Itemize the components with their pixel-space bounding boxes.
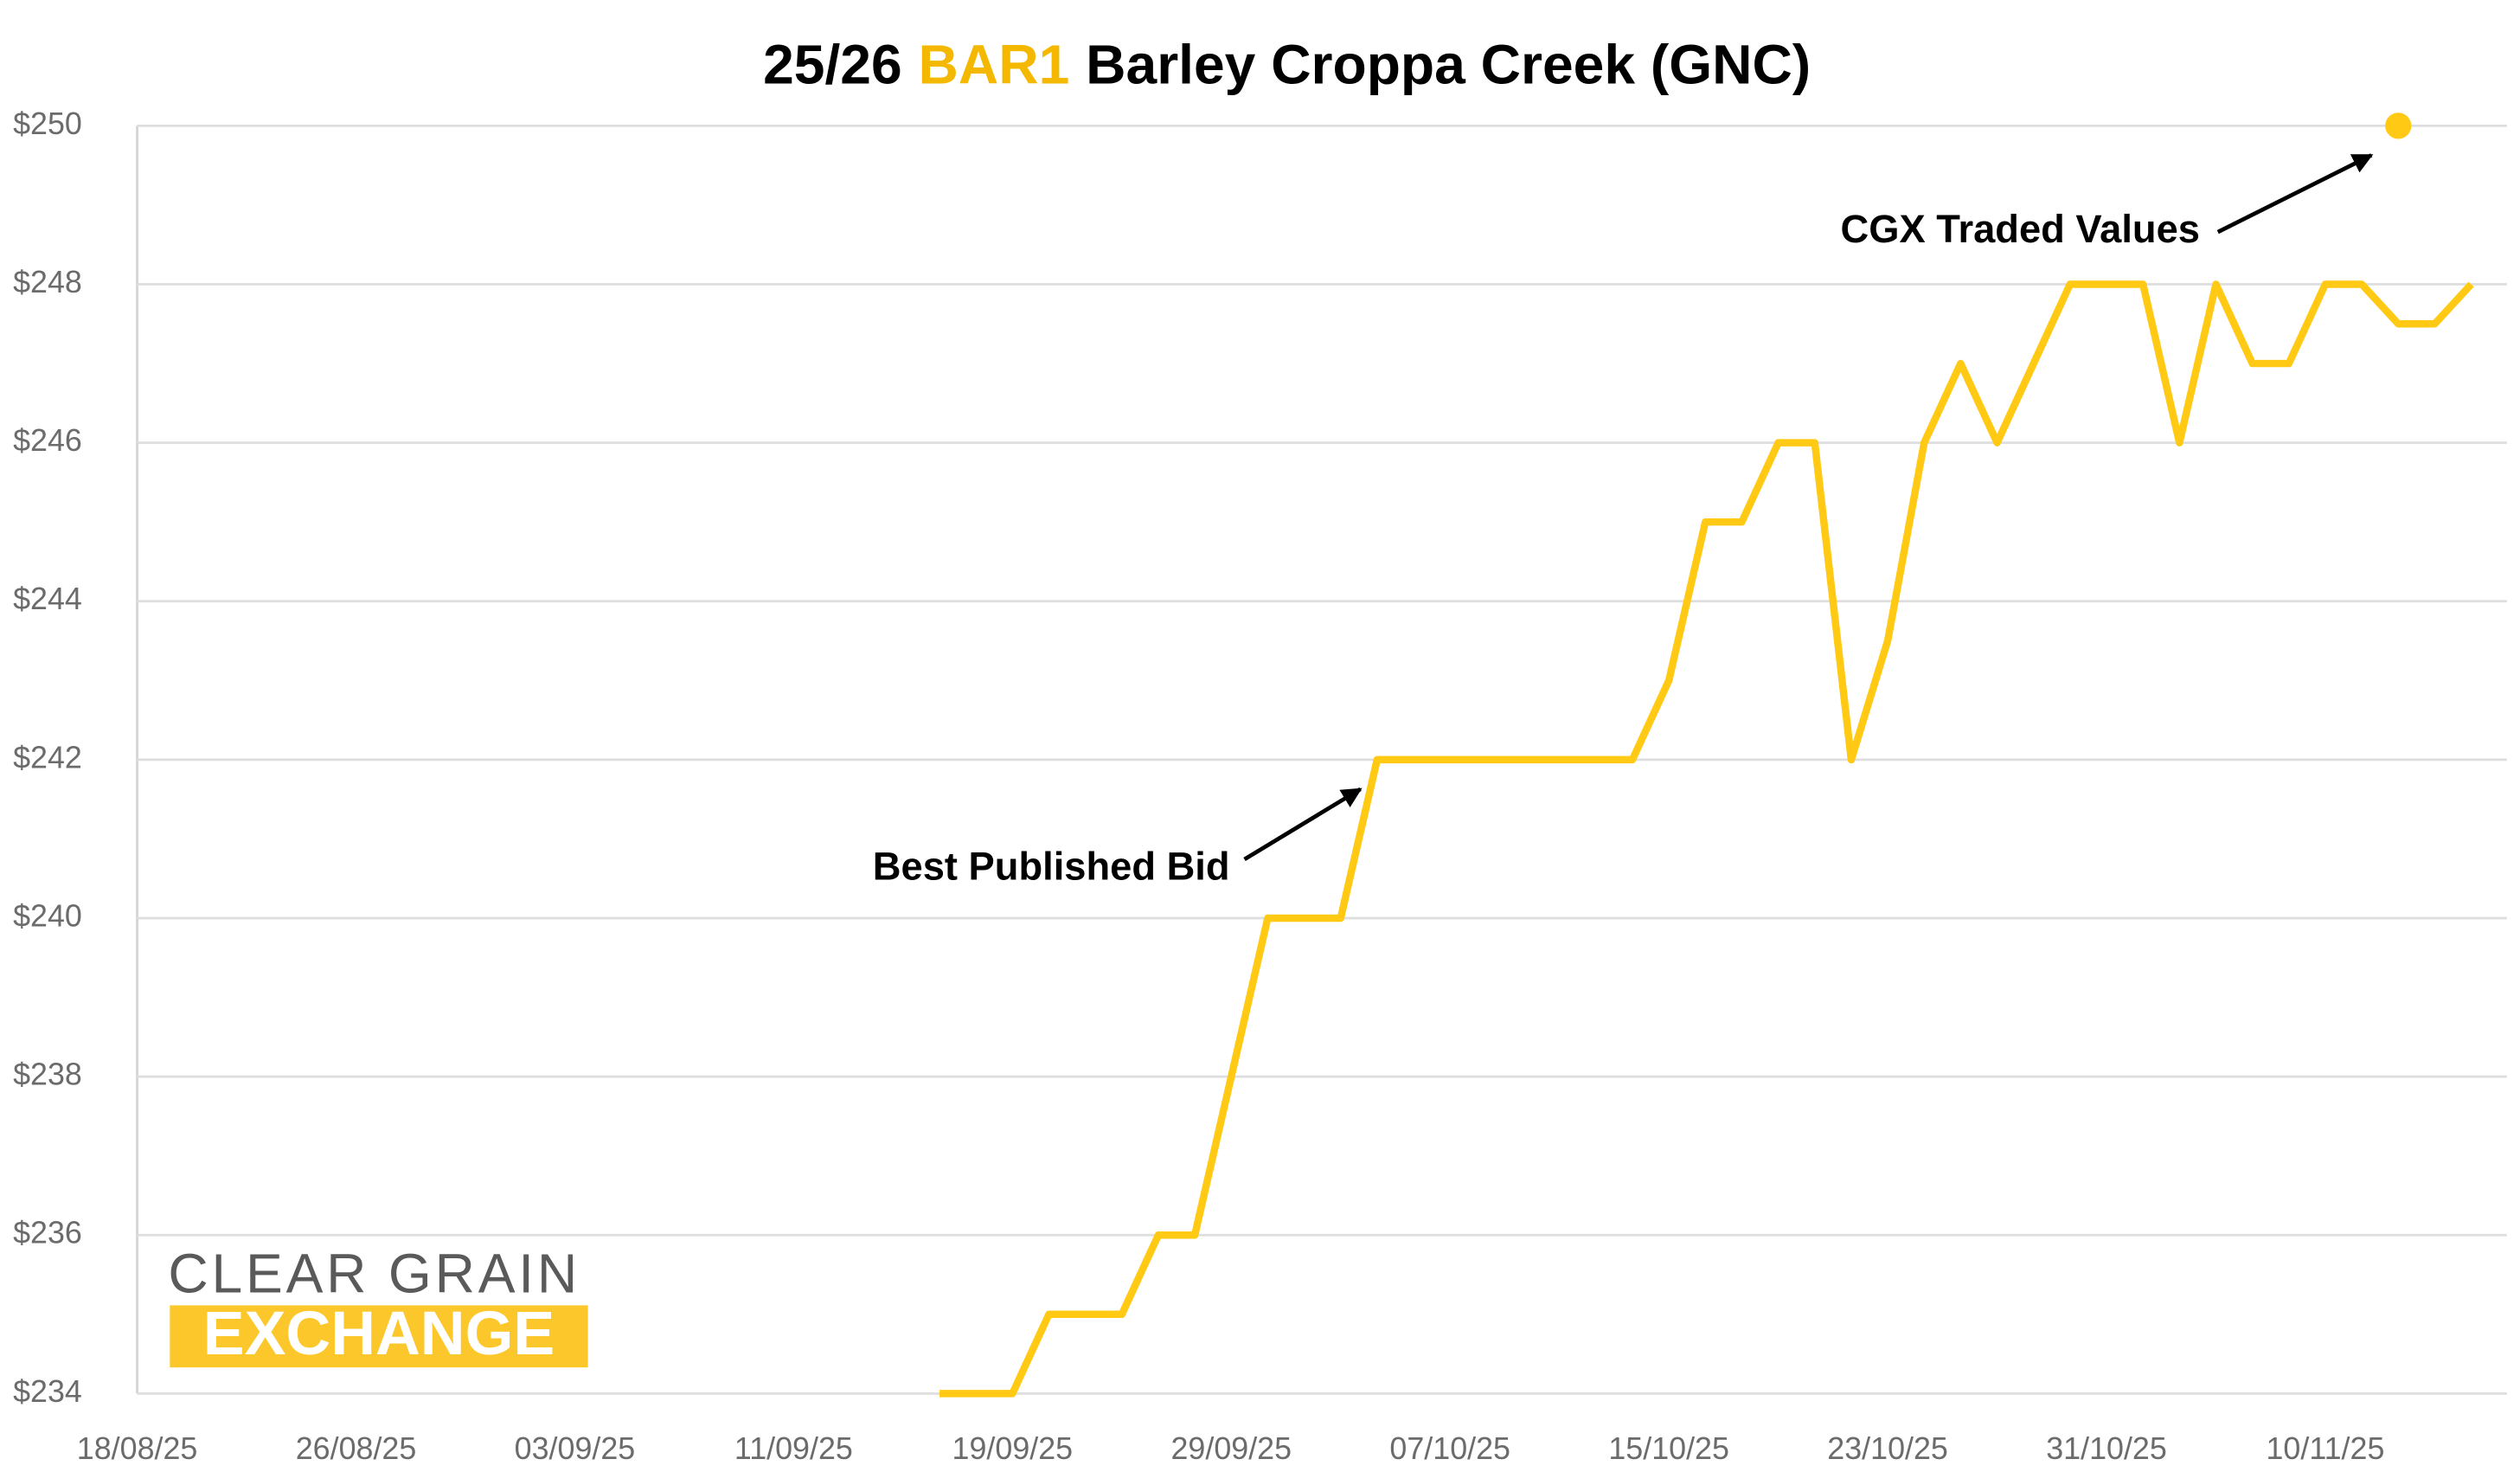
- y-tick-label: $246: [13, 423, 82, 458]
- data-point: [2385, 112, 2412, 139]
- title-highlight: BAR1: [919, 33, 1070, 95]
- x-tick-label: 07/10/25: [1389, 1431, 1510, 1466]
- annotation-arrow: [2216, 153, 2374, 235]
- annotation-arrow: [1243, 787, 1363, 862]
- y-tick-label: $248: [13, 265, 82, 299]
- x-tick-label: 15/10/25: [1608, 1431, 1729, 1466]
- chart-title: 25/26 BAR1 Barley Croppa Creek (GNC): [763, 33, 1811, 95]
- x-tick-label: 11/09/25: [734, 1431, 853, 1466]
- annotation: CGX Traded Values: [1841, 207, 2200, 251]
- annotation: Best Published Bid: [873, 844, 1230, 888]
- x-tick-label: 23/10/25: [1827, 1431, 1948, 1466]
- x-tick-label: 31/10/25: [2046, 1431, 2167, 1466]
- y-tick-label: $250: [13, 106, 82, 141]
- logo-bar: [170, 1305, 588, 1368]
- line-series: [939, 280, 2474, 1398]
- y-tick-label: $234: [13, 1374, 82, 1409]
- x-tick-label: 18/08/25: [77, 1431, 198, 1466]
- x-tick-label: 10/11/25: [2266, 1431, 2384, 1466]
- x-tick-label: 19/09/25: [952, 1431, 1074, 1466]
- title-lead: 25/26: [763, 33, 902, 95]
- y-tick-label: $240: [13, 898, 82, 933]
- x-tick-label: 03/09/25: [515, 1431, 636, 1466]
- x-tick-label: 26/08/25: [296, 1431, 417, 1466]
- y-tick-label: $242: [13, 740, 82, 775]
- title-rest: Barley Croppa Creek (GNC): [1086, 33, 1811, 95]
- logo-bottom: EXCHANGE: [203, 1299, 555, 1368]
- logo-top: CLEAR GRAIN: [168, 1242, 580, 1304]
- x-tick-label: 29/09/25: [1170, 1431, 1292, 1466]
- y-tick-label: $244: [13, 582, 82, 616]
- y-tick-label: $236: [13, 1216, 82, 1250]
- logo: CLEAR GRAIN EXCHANGE: [168, 1242, 588, 1368]
- y-tick-label: $238: [13, 1057, 82, 1092]
